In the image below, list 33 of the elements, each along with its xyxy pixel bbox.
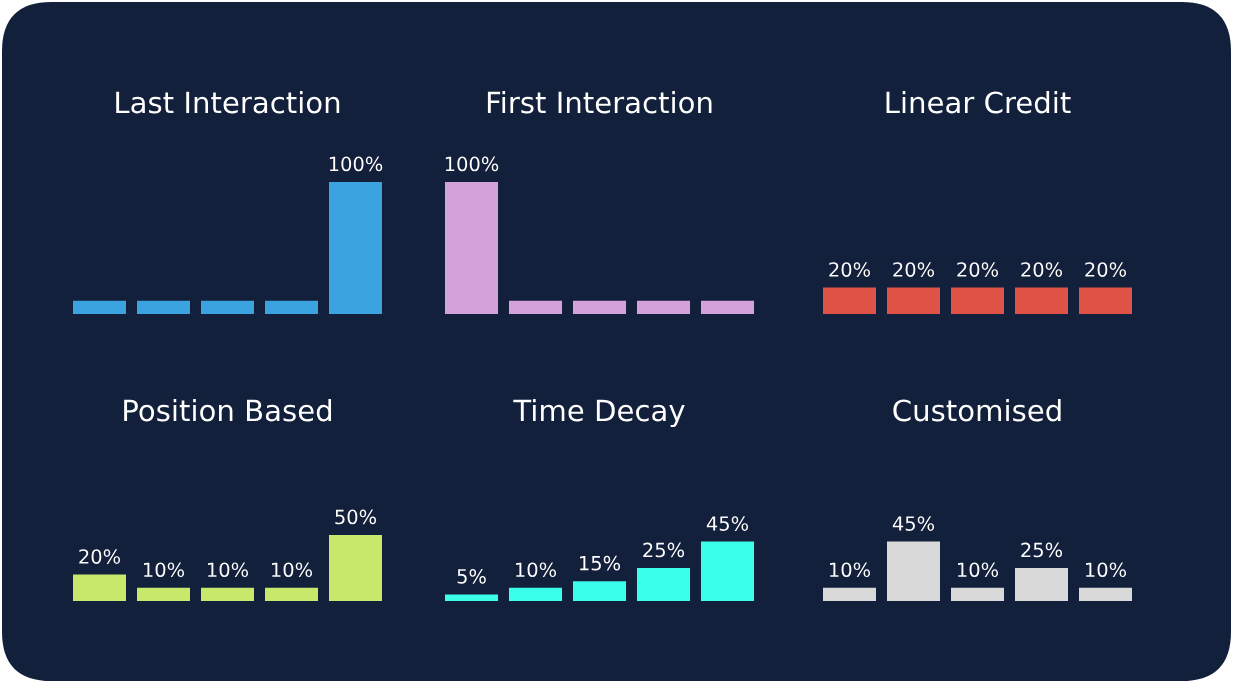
data-label: 10% (208, 562, 249, 578)
bar (509, 587, 562, 601)
data-label: 20% (79, 549, 121, 564)
data-label: 50% (335, 509, 377, 525)
data-label: 10% (144, 562, 185, 578)
data-label: 20% (1021, 262, 1063, 277)
data-label: 25% (1021, 542, 1063, 558)
chart-title: Last Interaction (116, 90, 340, 114)
data-label: 5% (457, 568, 486, 584)
chart-title: Position Based (124, 398, 332, 422)
data-label: 20% (829, 262, 871, 277)
bar (573, 581, 626, 601)
data-label: 100% (445, 156, 499, 172)
data-label: 45% (706, 516, 749, 531)
chart-title: First Interaction (487, 90, 712, 114)
chart-title: Linear Credit (886, 90, 1071, 114)
data-label: 10% (516, 562, 557, 578)
data-label: 10% (1086, 562, 1127, 578)
data-label: 100% (329, 156, 383, 172)
bar (701, 541, 754, 601)
data-label: 20% (957, 262, 999, 277)
data-label: 10% (272, 562, 313, 578)
data-label: 45% (892, 516, 935, 531)
data-label: 10% (830, 562, 871, 578)
chart-title: Time Decay (513, 398, 685, 428)
data-label: 20% (1085, 262, 1127, 277)
data-label: 25% (643, 542, 685, 558)
chart-title: Customised (893, 398, 1061, 422)
data-label: 10% (958, 562, 999, 578)
data-label: 20% (893, 262, 935, 277)
bar (637, 568, 690, 601)
data-label: 15% (580, 555, 621, 571)
bar (445, 594, 498, 601)
